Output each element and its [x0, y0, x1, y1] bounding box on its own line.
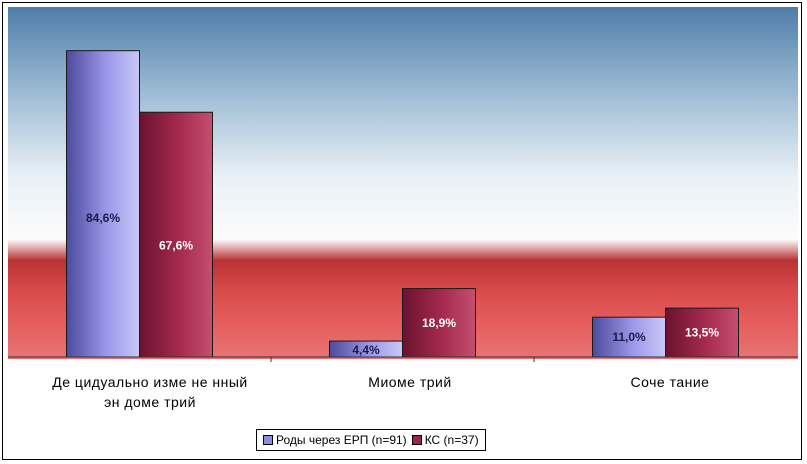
bar-erp-2 — [592, 316, 666, 358]
bar-ks-1 — [402, 288, 476, 358]
chart-legend: Роды через ЕРП (n=91) КС (n=37) — [256, 429, 486, 451]
legend-item-ks: КС (n=37) — [411, 433, 479, 447]
bar-ks-0 — [139, 111, 213, 358]
legend-item-erp: Роды через ЕРП (n=91) — [263, 433, 407, 447]
bar-erp-0 — [66, 50, 140, 358]
data-label-erp-0: 84,6% — [86, 211, 120, 225]
legend-swatch-erp — [263, 435, 273, 445]
category-label-decidual: Де цидуально изме не нный эн доме трий — [52, 374, 248, 410]
bar-ks-2 — [665, 307, 739, 358]
data-label-erp-1: 4,4% — [352, 343, 380, 357]
data-label-ks-1: 18,9% — [422, 316, 456, 330]
category-label-myometrium: Миоме трий — [368, 374, 452, 390]
data-label-ks-0: 67,6% — [159, 238, 193, 252]
data-label-ks-2: 13,5% — [685, 326, 719, 340]
data-label-erp-2: 11,0% — [612, 330, 646, 344]
category-label-combination: Соче тание — [630, 374, 710, 390]
legend-swatch-ks — [411, 435, 422, 445]
